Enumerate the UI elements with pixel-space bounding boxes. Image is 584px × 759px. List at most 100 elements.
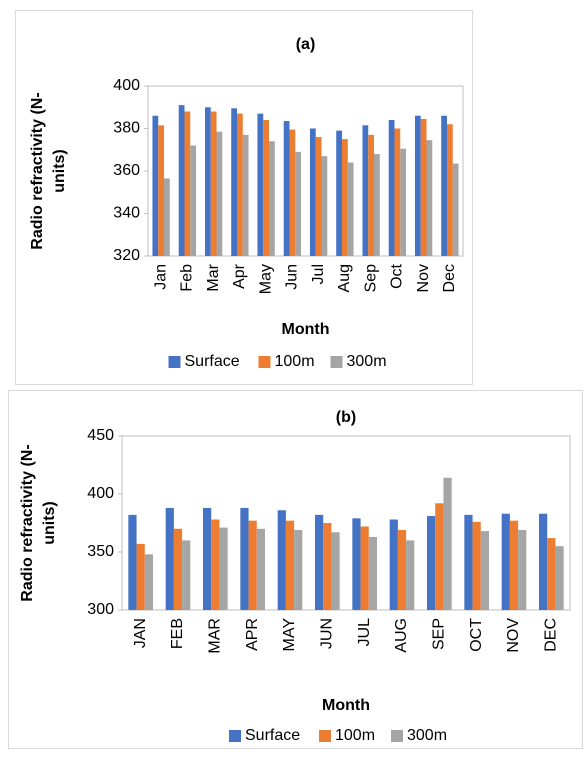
bar bbox=[323, 523, 332, 610]
bar bbox=[374, 154, 380, 256]
bar bbox=[165, 507, 174, 610]
y-tick-label: 350 bbox=[87, 543, 114, 560]
x-tick-label: Jan bbox=[152, 264, 169, 290]
bar bbox=[178, 105, 185, 256]
chart-frame bbox=[15, 10, 473, 385]
x-tick-label: SEP bbox=[431, 618, 448, 650]
y-tick-label: 400 bbox=[87, 485, 114, 502]
x-tick-label: OCT bbox=[468, 618, 485, 652]
legend-swatch bbox=[258, 356, 271, 368]
bar bbox=[242, 134, 249, 256]
legend-label: 100m bbox=[275, 353, 315, 370]
bar bbox=[347, 162, 354, 256]
x-tick-label: JUN bbox=[319, 618, 336, 649]
y-tick-label: 360 bbox=[113, 162, 140, 179]
bar bbox=[368, 134, 375, 256]
x-tick-label: Oct bbox=[389, 263, 406, 288]
bar bbox=[426, 140, 433, 256]
bar bbox=[289, 129, 296, 256]
x-tick-label: MAR bbox=[207, 618, 224, 654]
y-tick-label: 450 bbox=[87, 427, 114, 444]
bar bbox=[285, 520, 295, 610]
x-tick-label: Dec bbox=[441, 264, 458, 292]
bar bbox=[240, 507, 249, 610]
bar bbox=[203, 507, 212, 610]
x-tick-label: NOV bbox=[505, 618, 522, 653]
bar bbox=[219, 527, 228, 610]
bar bbox=[231, 108, 237, 256]
legend-swatch bbox=[229, 730, 241, 742]
legend-swatch bbox=[319, 730, 331, 742]
x-tick-label: FEB bbox=[169, 618, 186, 649]
bar bbox=[295, 151, 302, 256]
x-tick-label: JAN bbox=[132, 618, 149, 648]
plot-frame bbox=[147, 85, 464, 257]
bar bbox=[256, 528, 265, 610]
plot-frame bbox=[121, 435, 571, 611]
x-tick-label: Jun bbox=[284, 264, 301, 290]
y-axis-label: units) bbox=[41, 501, 58, 545]
y-tick-label: 380 bbox=[113, 120, 140, 137]
bar bbox=[427, 516, 436, 610]
chart-title: (b) bbox=[336, 409, 356, 426]
bar bbox=[414, 115, 421, 256]
bar bbox=[164, 178, 170, 256]
bar bbox=[152, 115, 159, 256]
bar bbox=[420, 118, 427, 256]
x-tick-label: Nov bbox=[415, 264, 432, 292]
x-tick-label: May bbox=[257, 264, 274, 294]
x-tick-label: Mar bbox=[205, 263, 222, 291]
bar bbox=[184, 111, 191, 256]
y-axis-label: Radio refractivity (N- bbox=[29, 92, 46, 249]
bar bbox=[158, 125, 165, 256]
bar bbox=[211, 519, 220, 610]
chart-title: (a) bbox=[296, 36, 316, 53]
bar bbox=[331, 532, 340, 610]
bar bbox=[210, 111, 217, 256]
bar bbox=[400, 148, 407, 256]
bar bbox=[509, 520, 519, 610]
y-axis-label: Radio refractivity (N- bbox=[19, 444, 36, 601]
x-axis-label: Month bbox=[282, 321, 330, 338]
bar bbox=[446, 124, 453, 256]
bar bbox=[248, 520, 257, 610]
bar bbox=[216, 131, 223, 256]
bar bbox=[309, 128, 316, 256]
bar bbox=[257, 113, 264, 256]
x-tick-label: Sep bbox=[362, 264, 379, 293]
x-tick-label: MAY bbox=[281, 618, 298, 652]
bar bbox=[360, 526, 369, 610]
bar bbox=[269, 141, 275, 256]
y-axis-label: units) bbox=[51, 149, 68, 193]
bar bbox=[362, 125, 369, 256]
bar bbox=[443, 477, 452, 610]
bar bbox=[336, 130, 342, 256]
bar bbox=[389, 519, 398, 610]
x-tick-label: Aug bbox=[336, 264, 353, 292]
bar bbox=[315, 137, 322, 256]
y-tick-label: 340 bbox=[113, 205, 140, 222]
bar bbox=[321, 156, 328, 256]
y-tick-label: 320 bbox=[113, 247, 140, 264]
bar bbox=[236, 113, 243, 256]
bar bbox=[435, 503, 444, 610]
bar bbox=[547, 538, 556, 610]
bar bbox=[555, 546, 564, 610]
bar bbox=[128, 514, 137, 610]
bar bbox=[441, 115, 447, 256]
bar bbox=[368, 536, 377, 610]
x-tick-label: Feb bbox=[179, 264, 196, 292]
bar bbox=[283, 121, 290, 256]
y-tick-label: 300 bbox=[87, 601, 114, 618]
bar bbox=[294, 529, 303, 610]
bar bbox=[277, 510, 286, 610]
bar bbox=[204, 107, 211, 256]
y-tick-label: 400 bbox=[113, 77, 140, 94]
bar bbox=[394, 128, 401, 256]
legend-label: 300m bbox=[407, 727, 447, 744]
x-tick-label: Apr bbox=[231, 263, 248, 289]
bar bbox=[397, 529, 407, 610]
bar bbox=[315, 514, 324, 610]
bar bbox=[190, 145, 197, 256]
